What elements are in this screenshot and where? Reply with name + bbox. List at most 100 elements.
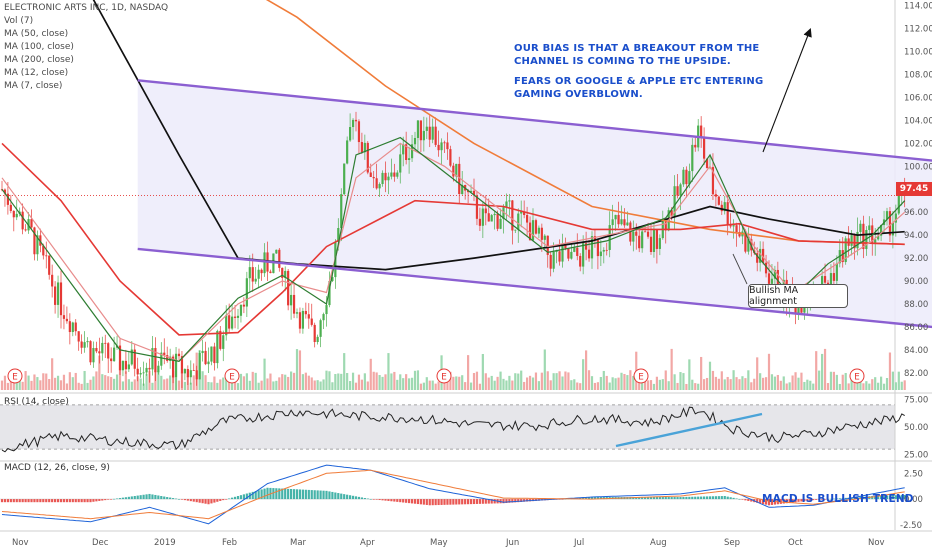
macd-histogram-bar <box>68 499 71 503</box>
volume-bar <box>372 371 375 390</box>
candle-body <box>856 231 859 249</box>
macd-histogram-bar <box>245 493 248 500</box>
volume-bar <box>219 379 222 390</box>
volume-bar <box>281 374 284 390</box>
rsi-pane-label[interactable]: RSI (14, close) <box>4 397 69 407</box>
volume-bar <box>856 382 859 390</box>
legend-ma7[interactable]: MA (7, close) <box>4 81 63 91</box>
candle-body <box>452 165 455 177</box>
macd-histogram-bar <box>272 488 275 500</box>
volume-bar <box>431 380 434 390</box>
volume-bar <box>33 374 36 390</box>
macd-histogram-bar <box>644 497 647 500</box>
candle-body <box>257 269 260 279</box>
macd-histogram-bar <box>596 497 599 500</box>
candle-body <box>154 348 157 373</box>
macd-histogram-bar <box>464 499 467 505</box>
macd-histogram-bar <box>169 497 172 500</box>
channel-upper-line <box>137 79 932 162</box>
candle-body <box>242 304 245 307</box>
candle-body <box>747 239 750 252</box>
candle-body <box>620 219 623 225</box>
macd-histogram-bar <box>180 499 184 500</box>
volume-bar <box>251 371 254 390</box>
candle-body <box>98 351 101 354</box>
candle-body <box>478 218 481 226</box>
macd-histogram-bar <box>723 496 726 500</box>
candle-body <box>467 190 470 193</box>
candle-body <box>54 286 57 305</box>
volume-bar <box>596 382 599 390</box>
macd-histogram-bar <box>788 499 791 503</box>
volume-bar <box>900 381 903 390</box>
candle-body <box>118 345 122 371</box>
macd-histogram-bar <box>104 499 107 501</box>
macd-pane-label[interactable]: MACD (12, 26, close, 9) <box>4 463 110 473</box>
candle-body <box>638 235 641 249</box>
volume-bar <box>27 375 30 390</box>
volume-bar <box>204 375 207 390</box>
macd-histogram-bar <box>331 491 334 500</box>
volume-bar <box>608 382 611 390</box>
volume-bar <box>756 357 759 390</box>
volume-bar <box>632 375 635 390</box>
volume-bar <box>210 382 213 390</box>
volume-bar <box>582 359 585 390</box>
legend-volume[interactable]: Vol (7) <box>4 16 34 26</box>
legend-ma100[interactable]: MA (100, close) <box>4 42 74 52</box>
volume-bar <box>0 380 4 390</box>
volume-bar <box>652 383 656 390</box>
volume-bar <box>239 373 243 390</box>
macd-histogram-bar <box>405 499 408 503</box>
candle-body <box>192 370 195 372</box>
volume-bar <box>337 373 340 390</box>
candle-body <box>443 142 446 144</box>
macd-histogram-bar <box>467 499 470 505</box>
volume-bar <box>499 371 502 390</box>
volume-bar <box>847 383 850 390</box>
macd-histogram-bar <box>292 489 296 500</box>
macd-histogram-bar <box>290 488 293 500</box>
legend-ma200[interactable]: MA (200, close) <box>4 55 74 65</box>
candle-body <box>319 320 322 337</box>
macd-histogram-bar <box>705 496 709 500</box>
volume-bar <box>464 382 467 390</box>
volume-bar <box>679 372 682 390</box>
volume-bar <box>770 374 774 390</box>
volume-bar <box>15 378 18 390</box>
bias-note-line1: OUR BIAS IS THAT A BREAKOUT FROM THE <box>514 43 760 54</box>
volume-bar <box>245 373 248 390</box>
volume-bar <box>351 372 355 390</box>
macd-histogram-bar <box>36 499 39 503</box>
volume-bar <box>826 383 830 390</box>
candle-body <box>127 364 130 370</box>
candle-body <box>641 231 644 249</box>
macd-histogram-bar <box>472 499 476 505</box>
macd-line <box>1 464 905 525</box>
candle-body <box>71 322 74 333</box>
candle-body <box>767 273 771 284</box>
macd-histogram-bar <box>691 496 694 500</box>
macd-histogram-bar <box>711 496 715 500</box>
channel-lower-line <box>137 247 932 329</box>
candle-body <box>183 369 186 374</box>
volume-bar <box>118 361 122 390</box>
legend-ma12[interactable]: MA (12, close) <box>4 68 69 78</box>
candle-body <box>829 273 833 285</box>
macd-histogram-bar <box>726 496 729 500</box>
candle-body <box>458 163 461 195</box>
macd-histogram-bar <box>826 499 830 500</box>
volume-bar <box>850 378 853 390</box>
time-axis-label: Nov <box>868 538 885 548</box>
macd-histogram-bar <box>664 497 667 500</box>
candle-body <box>346 140 349 164</box>
macd-histogram-bar <box>366 498 369 500</box>
legend-ma50[interactable]: MA (50, close) <box>4 29 69 39</box>
volume-bar <box>449 371 452 390</box>
earnings-marker <box>849 368 865 384</box>
volume-bar <box>623 373 626 390</box>
last-price-tag: 97.45 <box>896 182 932 196</box>
volume-bar <box>638 382 641 390</box>
candle-body <box>573 247 576 252</box>
